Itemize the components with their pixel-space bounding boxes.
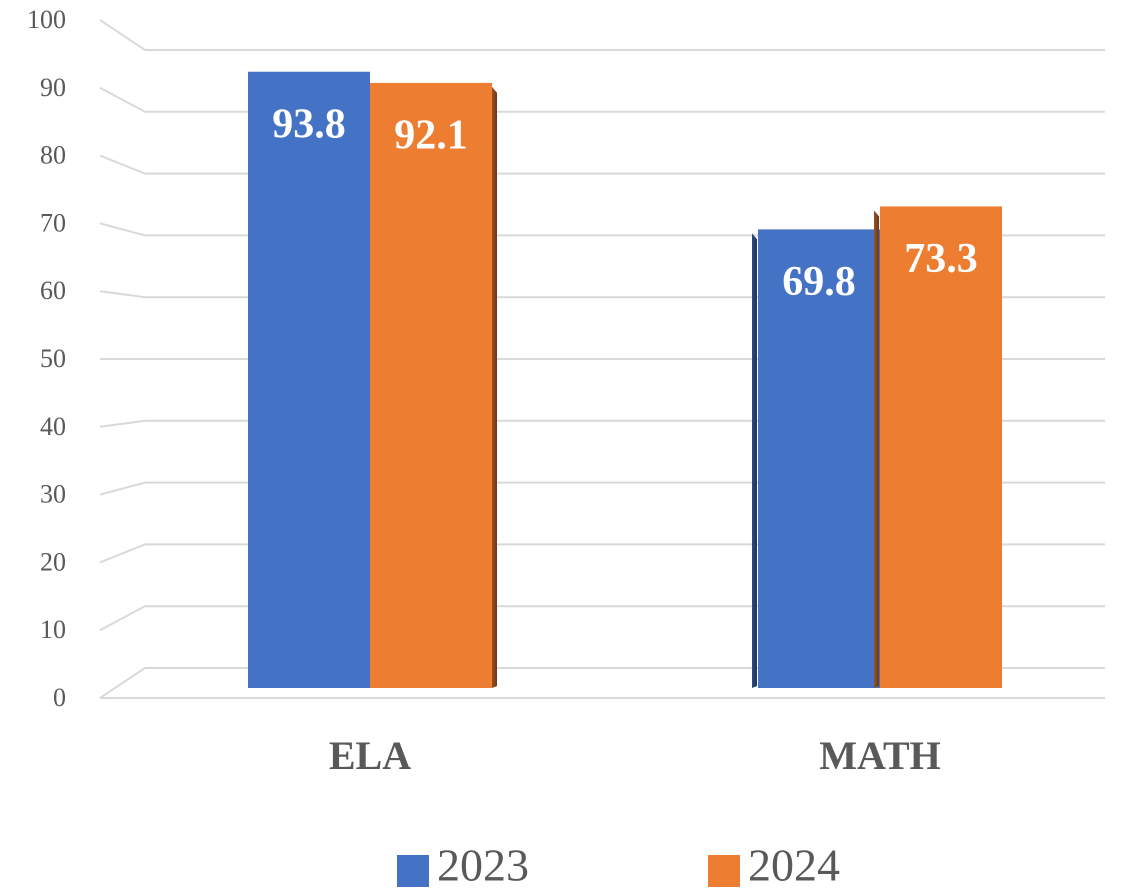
y-tick-label: 70 (40, 208, 66, 237)
legend-label: 2023 (437, 840, 529, 889)
legend-swatch (708, 855, 740, 887)
y-tick-label: 90 (40, 73, 66, 102)
y-tick-label: 40 (40, 412, 66, 441)
y-tick-label: 60 (40, 276, 66, 305)
value-label: 92.1 (394, 113, 468, 159)
bar-side-shade (874, 210, 879, 688)
bar (370, 82, 492, 688)
x-tick-label: MATH (819, 733, 940, 778)
bar (880, 206, 1002, 688)
legend-swatch (397, 855, 429, 887)
y-tick-label: 50 (40, 344, 66, 373)
bar (248, 71, 370, 688)
value-label: 69.8 (782, 259, 856, 305)
y-tick-label: 20 (40, 547, 66, 576)
bar (758, 229, 880, 688)
x-tick-label: ELA (329, 733, 411, 778)
bar-side-shade (492, 86, 497, 688)
y-tick-label: 0 (53, 683, 66, 712)
grid-line (99, 19, 1105, 51)
grid-line (99, 154, 1105, 175)
legend-label: 2024 (748, 840, 840, 889)
y-tick-label: 30 (40, 480, 66, 509)
value-label: 93.8 (272, 101, 346, 147)
y-tick-label: 10 (40, 615, 66, 644)
grid-line (99, 86, 1105, 113)
y-tick-label: 100 (27, 5, 66, 34)
bar-side-shade (752, 233, 757, 688)
value-label: 73.3 (904, 236, 978, 282)
y-tick-label: 80 (40, 141, 66, 170)
